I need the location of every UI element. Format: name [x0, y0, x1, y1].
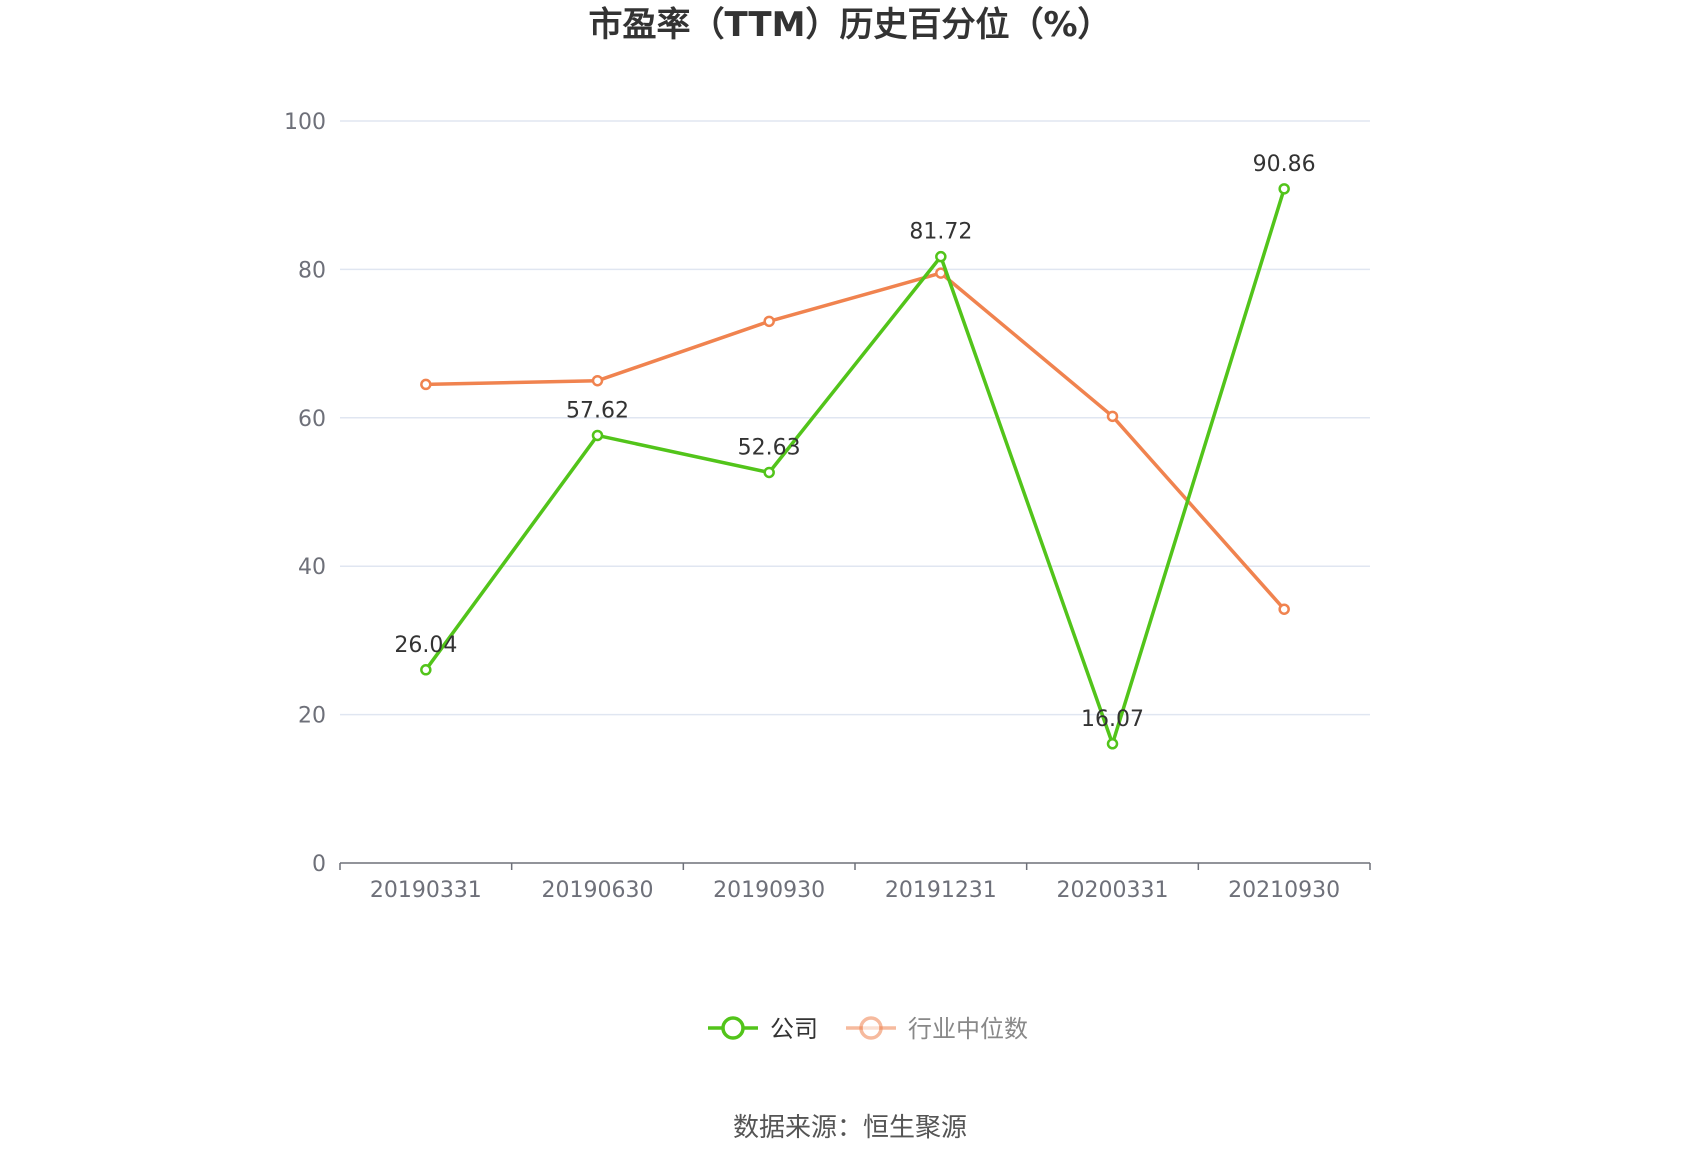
y-tick-label: 60 [298, 407, 326, 432]
data-point[interactable] [763, 466, 775, 479]
y-tick-label: 0 [312, 852, 326, 877]
data-point[interactable] [1106, 738, 1119, 750]
data-point[interactable] [1278, 183, 1290, 195]
data-point[interactable] [763, 315, 775, 328]
data-point[interactable] [591, 429, 604, 442]
data-label: 90.86 [1253, 152, 1316, 177]
data-point[interactable] [1106, 410, 1119, 423]
data-point[interactable] [591, 374, 604, 387]
legend-marker [721, 1016, 745, 1040]
legend-label: 公司 [770, 1015, 818, 1043]
data-point[interactable] [420, 664, 432, 676]
grid-layer [340, 120, 1370, 716]
x-tick-label: 20190630 [542, 878, 654, 903]
data-point[interactable] [1278, 603, 1290, 615]
legend-marker [859, 1016, 883, 1040]
x-tick-label: 20210930 [1228, 878, 1340, 903]
series-line [424, 271, 1286, 611]
data-label: 57.62 [566, 398, 629, 423]
data-label: 16.07 [1081, 707, 1144, 732]
x-tick-label: 20190930 [713, 878, 825, 903]
series-layer [420, 183, 1290, 750]
legend-label: 行业中位数 [908, 1015, 1028, 1043]
legend[interactable]: 公司 行业中位数 [708, 1015, 1028, 1043]
legend-item[interactable]: 行业中位数 [846, 1015, 1028, 1043]
x-tick-label: 20190331 [370, 878, 482, 903]
y-tick-label: 40 [298, 555, 326, 580]
legend-item[interactable]: 公司 [708, 1015, 818, 1043]
axis-layer: 0 20 40 60 80 100 20190331 20190630 20190930 2019… [284, 110, 1371, 903]
x-tick-label: 20200331 [1057, 878, 1169, 903]
data-point[interactable] [420, 378, 432, 391]
data-label: 26.04 [394, 633, 457, 658]
data-label: 52.63 [738, 435, 801, 460]
series-line [424, 187, 1286, 746]
x-tick-label: 20191231 [885, 878, 997, 903]
chart-title: 市盈率（TTM）历史百分位（%） [588, 5, 1111, 45]
data-point[interactable] [935, 250, 947, 263]
data-label: 81.72 [909, 220, 972, 245]
label-layer: 26.04 57.62 52.63 81.72 16.07 90.86 [394, 152, 1315, 732]
y-tick-label: 20 [298, 704, 326, 729]
y-tick-label: 80 [298, 258, 326, 283]
y-tick-label: 100 [284, 110, 326, 135]
source-text: 数据来源：恒生聚源 [733, 1113, 967, 1143]
